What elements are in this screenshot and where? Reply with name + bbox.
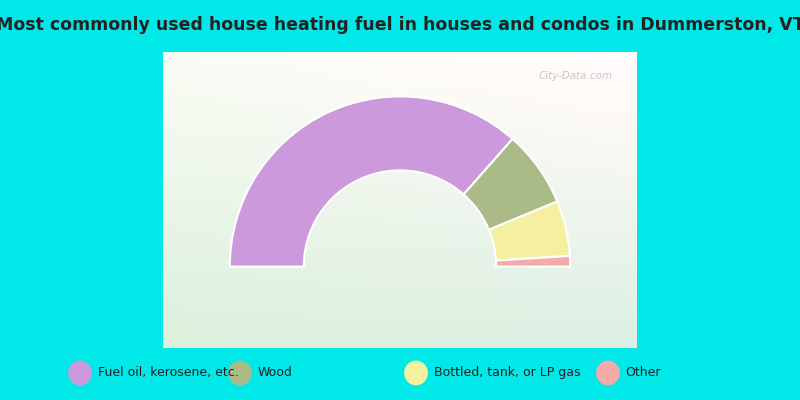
Text: City-Data.com: City-Data.com: [538, 71, 612, 81]
Wedge shape: [489, 202, 570, 260]
Wedge shape: [464, 139, 558, 230]
Ellipse shape: [597, 361, 619, 385]
Text: Fuel oil, kerosene, etc.: Fuel oil, kerosene, etc.: [98, 366, 238, 380]
Ellipse shape: [405, 361, 427, 385]
Text: Wood: Wood: [258, 366, 293, 380]
Wedge shape: [496, 256, 570, 266]
Text: Most commonly used house heating fuel in houses and condos in Dummerston, VT: Most commonly used house heating fuel in…: [0, 16, 800, 34]
Ellipse shape: [229, 361, 251, 385]
Text: Bottled, tank, or LP gas: Bottled, tank, or LP gas: [434, 366, 580, 380]
Ellipse shape: [69, 361, 91, 385]
Wedge shape: [230, 96, 513, 266]
Text: Other: Other: [626, 366, 661, 380]
